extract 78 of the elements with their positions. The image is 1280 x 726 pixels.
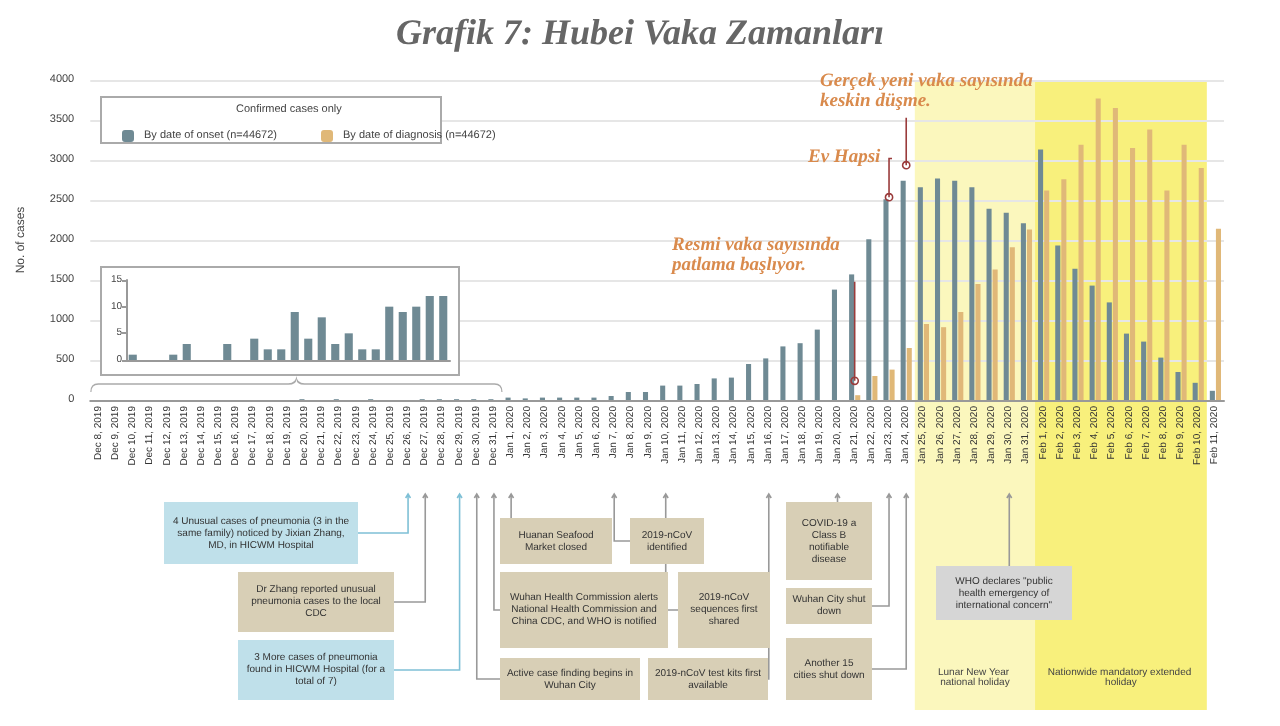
bar: [250, 338, 259, 360]
bar: [1009, 247, 1015, 400]
bar: [992, 269, 998, 400]
bar: [290, 312, 299, 360]
bar: [412, 306, 421, 360]
bar: [780, 346, 786, 400]
bar: [1123, 333, 1130, 400]
bar: [128, 354, 137, 360]
bar: [625, 392, 631, 400]
bar: [1181, 144, 1187, 400]
bar: [223, 344, 232, 360]
bar: [358, 349, 367, 360]
bar: [1147, 129, 1153, 400]
bar: [1095, 98, 1101, 400]
bar: [906, 348, 912, 400]
bar: [1164, 190, 1170, 400]
bar: [934, 178, 941, 400]
bar: [385, 306, 394, 360]
bar: [958, 312, 964, 400]
bar: [728, 377, 734, 400]
bar: [425, 296, 434, 360]
bar: [1061, 179, 1067, 400]
bar: [797, 343, 803, 400]
bar: [1038, 149, 1044, 400]
bar: [849, 274, 855, 400]
annotation: Ev Hapsi: [808, 148, 883, 169]
bar: [831, 289, 837, 400]
bar: [1026, 229, 1033, 400]
bar: [1106, 302, 1112, 400]
annotation: Resmi vaka sayısında patlama başlıyor.: [672, 236, 842, 278]
bar: [883, 199, 889, 400]
bar: [814, 329, 820, 400]
bar: [331, 344, 340, 360]
bar: [694, 384, 700, 400]
bar: [398, 312, 407, 360]
bar: [1158, 357, 1164, 400]
bar: [1175, 372, 1181, 400]
bar: [263, 349, 272, 360]
bar: [1089, 285, 1095, 400]
bar: [746, 364, 752, 400]
bar: [975, 284, 981, 400]
bar: [677, 385, 683, 400]
bar: [277, 349, 286, 360]
bar: [923, 324, 929, 400]
chart-title: Grafik 7: Hubei Vaka Zamanları: [395, 12, 885, 52]
bar: [182, 344, 191, 360]
bar: [1055, 245, 1061, 400]
bar: [1072, 268, 1078, 400]
bar: [660, 385, 666, 400]
bar: [439, 296, 448, 360]
bar: [1192, 382, 1198, 400]
bar: [1078, 144, 1084, 400]
bar: [304, 338, 313, 360]
bar: [866, 239, 872, 400]
bar: [1198, 168, 1204, 400]
bar: [1003, 212, 1009, 400]
bar: [986, 208, 992, 400]
bar: [642, 392, 649, 400]
bar: [1141, 341, 1147, 400]
bar: [900, 180, 906, 400]
bar: [1130, 148, 1136, 400]
bar: [941, 327, 947, 400]
bar: [969, 187, 975, 400]
bar: [371, 349, 380, 360]
bar: [1209, 390, 1215, 400]
bar: [317, 317, 326, 360]
bar: [1044, 190, 1050, 400]
bar: [872, 376, 878, 400]
bar: [1112, 108, 1118, 400]
bar: [763, 358, 769, 400]
bar: [889, 369, 895, 400]
bar: [344, 333, 353, 360]
bar: [711, 378, 717, 400]
bar: [1215, 228, 1221, 400]
bar: [917, 187, 923, 400]
bar: [169, 354, 178, 360]
bar: [952, 180, 958, 400]
bar: [1020, 223, 1026, 400]
